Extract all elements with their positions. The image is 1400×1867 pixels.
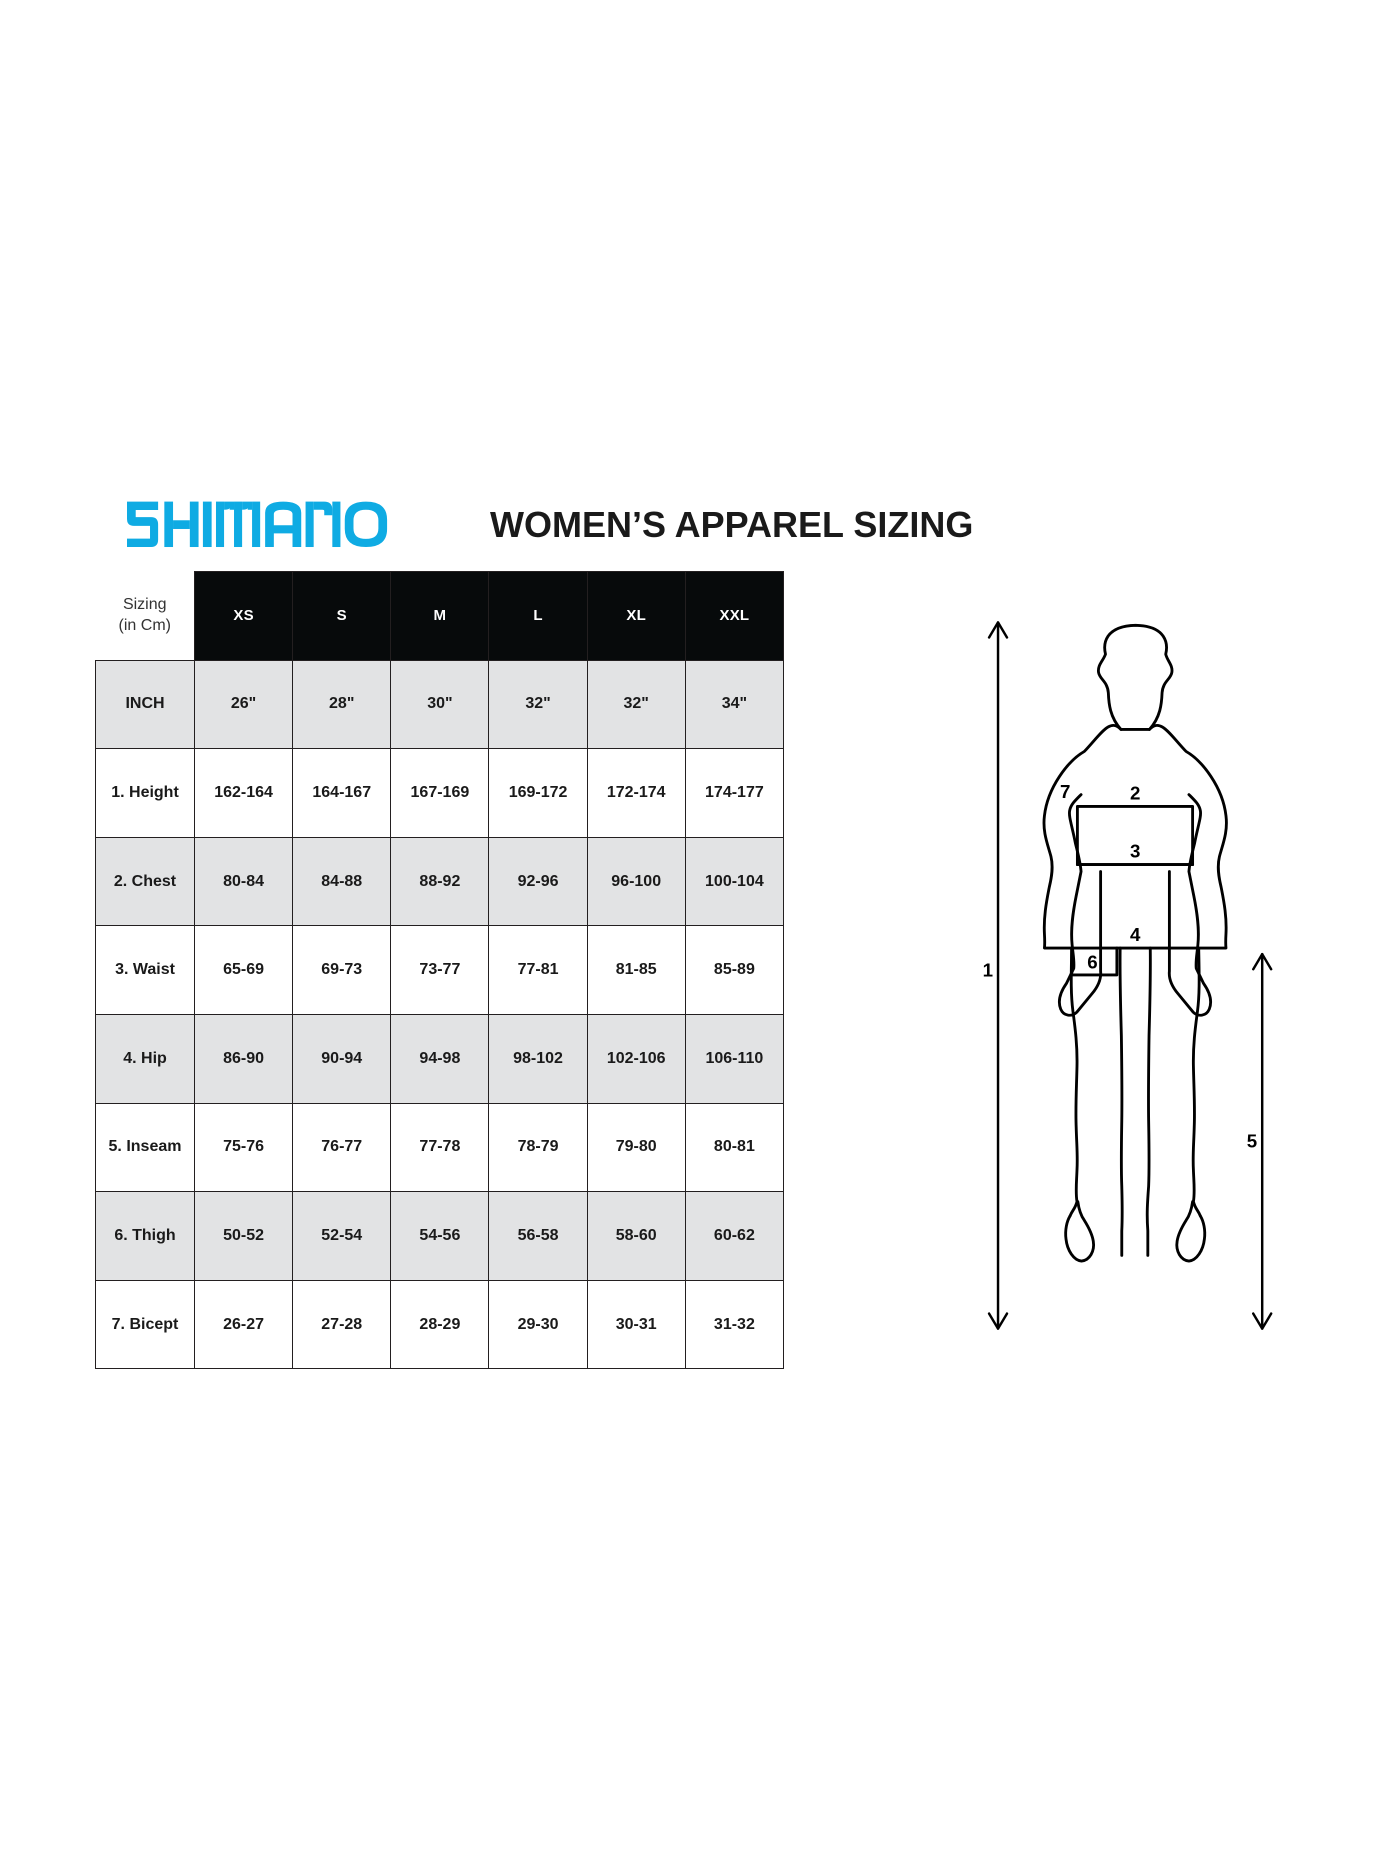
svg-text:4: 4 [1130,924,1141,945]
svg-text:3: 3 [1130,841,1140,862]
svg-text:7: 7 [1060,781,1070,802]
svg-text:6: 6 [1087,951,1097,972]
svg-text:1: 1 [983,960,993,981]
svg-text:2: 2 [1130,782,1140,803]
svg-text:5: 5 [1247,1130,1257,1151]
